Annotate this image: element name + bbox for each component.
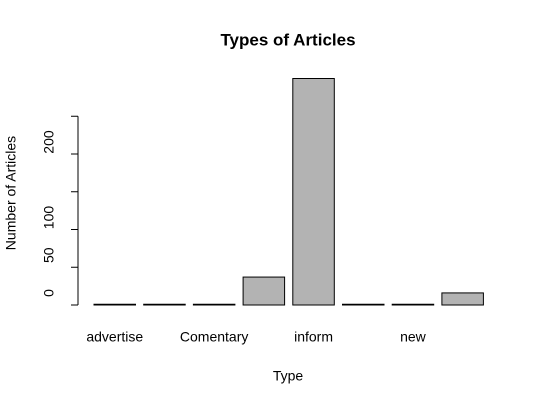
y-tick-label: 100	[41, 206, 57, 230]
x-tick-label: new	[400, 329, 427, 345]
bar	[292, 78, 335, 306]
y-tick-label: 50	[41, 247, 57, 263]
y-tick-label: 0	[41, 289, 57, 297]
x-axis-label: Type	[273, 368, 304, 384]
x-tick-label: inform	[294, 329, 333, 345]
bar	[143, 303, 186, 306]
bar	[441, 292, 484, 306]
bar	[242, 276, 286, 306]
bar	[391, 303, 435, 306]
chart-title: Types of Articles	[220, 30, 355, 49]
y-tick-label: 200	[41, 130, 57, 154]
x-tick-label: Comentary	[180, 329, 248, 345]
bar	[93, 303, 136, 306]
bar	[192, 303, 236, 306]
bar	[342, 303, 385, 306]
x-tick-label: advertise	[86, 329, 143, 345]
y-axis-label: Number of Articles	[3, 136, 19, 250]
